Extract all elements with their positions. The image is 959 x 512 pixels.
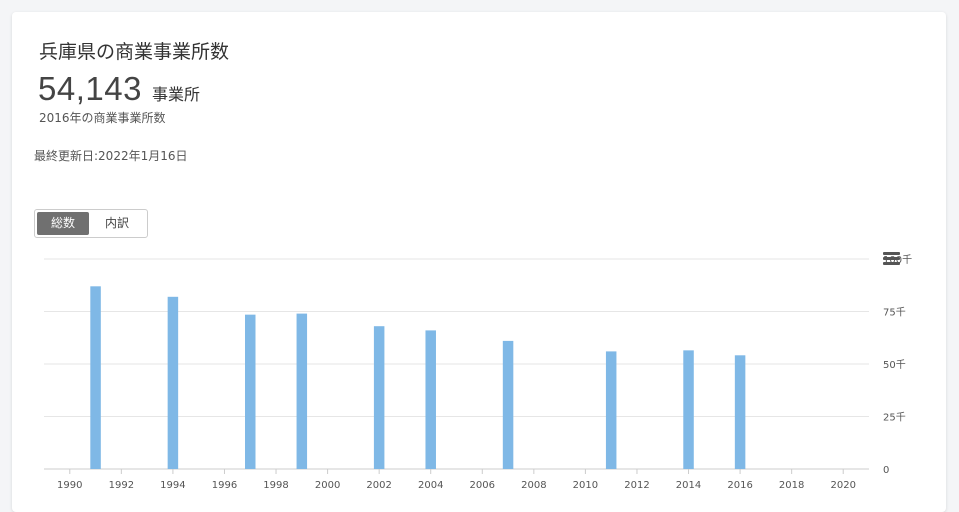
bar[interactable] [605,351,617,469]
x-tick-label: 1990 [57,480,82,491]
y-tick-label: 50千 [883,359,906,371]
headline-caption: 2016年の商業事業所数 [39,111,166,125]
bar[interactable] [373,326,385,469]
headline-stat: 54,143 事業所 [38,70,200,108]
headline-unit: 事業所 [151,85,200,104]
x-tick-label: 2004 [418,480,443,491]
x-tick-label: 2012 [624,480,649,491]
bar[interactable] [90,286,101,469]
x-tick-label: 2006 [470,480,495,491]
hamburger-menu-icon[interactable] [883,252,901,268]
bar[interactable] [167,296,179,469]
bar[interactable] [683,350,694,469]
x-tick-label: 2016 [727,480,752,491]
x-tick-label: 1998 [263,480,288,491]
view-toggle: 総数 内訳 [34,209,148,238]
bar[interactable] [296,313,308,469]
bar[interactable] [734,355,746,469]
x-tick-label: 2014 [676,480,701,491]
x-tick-label: 2000 [315,480,340,491]
x-tick-label: 2002 [366,480,391,491]
headline-value: 54,143 [38,70,142,107]
bar[interactable] [245,314,256,469]
bar[interactable] [425,330,436,469]
bar[interactable] [502,340,514,469]
last-updated: 最終更新日:2022年1月16日 [34,149,188,163]
toggle-total-button[interactable]: 総数 [37,212,89,235]
x-tick-label: 2010 [573,480,598,491]
toggle-breakdown-button[interactable]: 内訳 [104,216,129,230]
x-tick-label: 1996 [212,480,237,491]
page-title: 兵庫県の商業事業所数 [39,41,230,63]
x-tick-label: 1992 [109,480,134,491]
y-tick-label: 25千 [883,412,906,424]
x-tick-label: 1994 [160,480,185,491]
y-tick-label: 75千 [883,307,906,319]
x-tick-label: 2018 [779,480,804,491]
x-tick-label: 2008 [521,480,546,491]
x-tick-label: 2020 [830,480,855,491]
y-tick-label: 0 [883,465,889,476]
